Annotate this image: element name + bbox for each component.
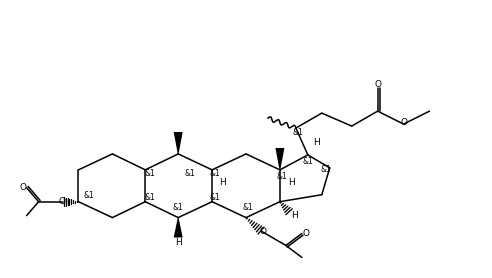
Text: H: H <box>218 178 225 187</box>
Text: O: O <box>374 80 381 89</box>
Polygon shape <box>174 218 183 237</box>
Text: O: O <box>400 118 407 126</box>
Text: &1: &1 <box>210 193 220 202</box>
Text: &1: &1 <box>210 169 220 178</box>
Text: O: O <box>19 183 26 192</box>
Text: O: O <box>259 227 267 236</box>
Text: &1: &1 <box>243 203 253 212</box>
Text: O: O <box>58 197 65 206</box>
Text: H: H <box>288 178 295 187</box>
Text: O: O <box>302 229 309 238</box>
Polygon shape <box>174 132 183 154</box>
Text: &1: &1 <box>173 203 184 212</box>
Text: &1: &1 <box>320 165 331 174</box>
Text: H: H <box>175 238 182 247</box>
Text: H: H <box>291 211 298 220</box>
Text: &1: &1 <box>83 191 94 200</box>
Polygon shape <box>276 148 284 170</box>
Text: &1: &1 <box>292 128 303 136</box>
Text: &1: &1 <box>303 157 313 167</box>
Text: &1: &1 <box>185 169 195 178</box>
Text: H: H <box>313 138 320 148</box>
Text: &1: &1 <box>145 193 155 202</box>
Text: &1: &1 <box>145 169 155 178</box>
Text: &1: &1 <box>277 172 287 181</box>
